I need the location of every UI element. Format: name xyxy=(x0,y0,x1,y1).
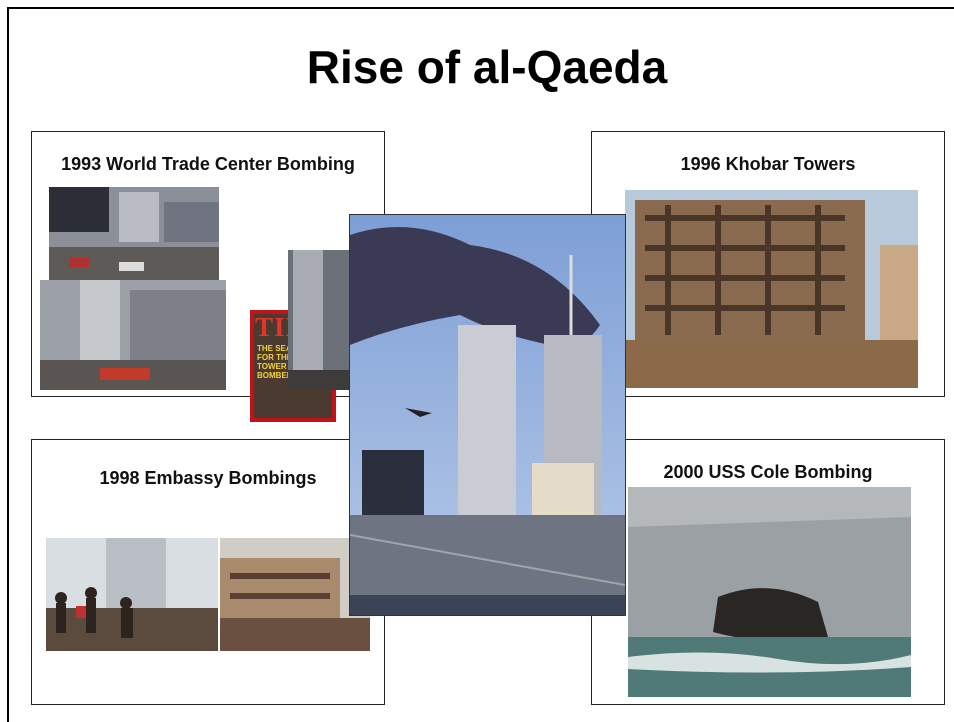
photo xyxy=(288,250,350,390)
frame xyxy=(7,7,954,9)
photo xyxy=(625,190,918,388)
panel: 1998 Embassy Bombings xyxy=(31,439,385,705)
panel-caption: 2000 USS Cole Bombing xyxy=(592,462,944,483)
slide: Rise of al-Qaeda 1993 World Trade Center… xyxy=(0,0,954,722)
panel: 1993 World Trade Center Bombing TIME THE… xyxy=(31,131,385,397)
panel-caption: 1998 Embassy Bombings xyxy=(32,468,384,489)
photo xyxy=(49,187,219,280)
photo xyxy=(46,538,218,651)
panel-caption: 1993 World Trade Center Bombing xyxy=(32,154,384,175)
photo xyxy=(349,214,626,616)
photo xyxy=(220,538,370,651)
photo xyxy=(40,280,226,390)
panel: 2000 USS Cole Bombing xyxy=(591,439,945,705)
panel-caption: 1996 Khobar Towers xyxy=(592,154,944,175)
frame xyxy=(7,7,9,722)
slide-title: Rise of al-Qaeda xyxy=(0,40,954,94)
photo xyxy=(628,487,911,697)
panel: 1996 Khobar Towers xyxy=(591,131,945,397)
